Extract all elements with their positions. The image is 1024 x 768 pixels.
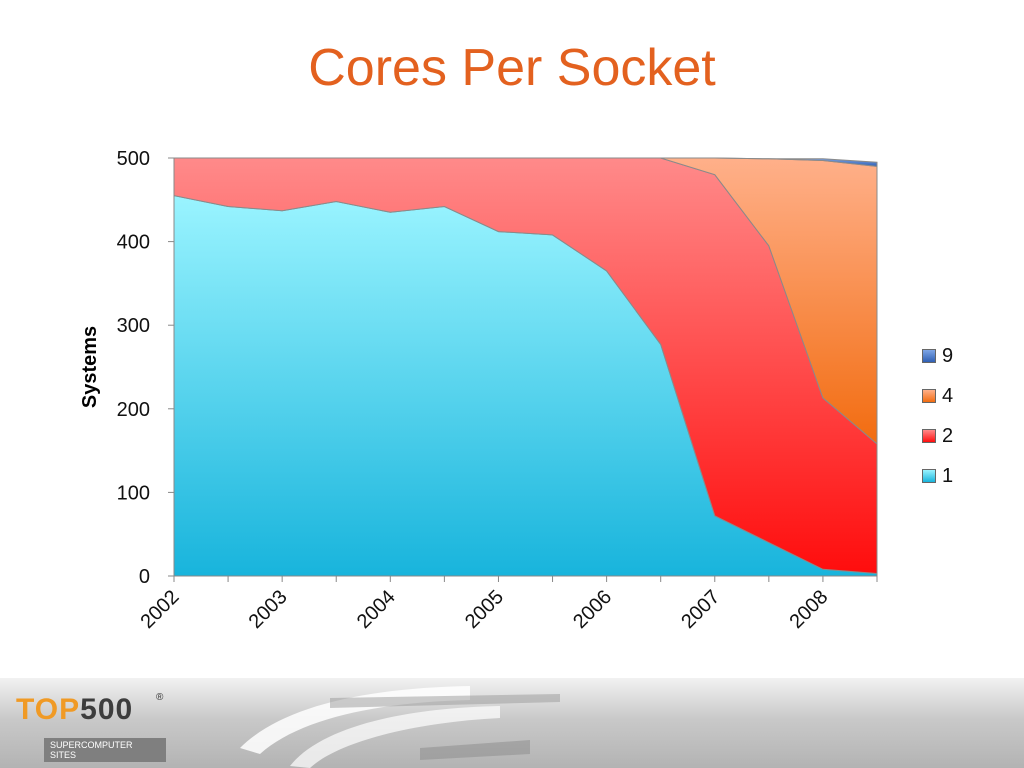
legend-item-1: 1 — [922, 456, 953, 496]
legend-swatch-9 — [922, 349, 936, 363]
y-tick-label: 100 — [117, 482, 150, 504]
legend-item-4: 4 — [922, 376, 953, 416]
legend: 9 4 2 1 — [922, 336, 953, 496]
logo-subtitle: SUPERCOMPUTER SITES — [44, 738, 166, 762]
footer-banner: TOP500 ® SUPERCOMPUTER SITES — [0, 678, 1024, 768]
logo-top-text: TOP — [16, 693, 81, 726]
x-tick-label: 2003 — [245, 586, 292, 633]
x-tick-label: 2007 — [677, 586, 724, 633]
chart: 0 100 200 300 400 500 2002 2003 2004 2005 2006 2007… — [79, 148, 878, 633]
x-tick-label: 2002 — [137, 586, 184, 633]
legend-label-1: 1 — [942, 464, 954, 487]
logo-500-text: 500 — [80, 693, 134, 726]
y-tick-label: 400 — [117, 232, 150, 254]
y-tick-label: 500 — [117, 148, 150, 170]
area-series-group — [173, 157, 878, 577]
slide-title: Cores Per Socket — [308, 39, 716, 97]
x-tick-label: 2006 — [569, 586, 616, 633]
legend-swatch-1 — [922, 469, 936, 483]
y-axis-label: Systems — [79, 326, 101, 408]
legend-label-2: 2 — [942, 424, 954, 447]
x-tick-label: 2004 — [353, 586, 400, 633]
area-series-9 — [174, 157, 878, 167]
x-tick-label: 2005 — [461, 586, 508, 633]
y-tick-label: 0 — [139, 566, 150, 588]
logo-registered-mark: ® — [156, 692, 164, 703]
legend-item-9: 9 — [922, 336, 953, 376]
x-tick-label: 2008 — [785, 586, 832, 633]
footer-swoosh-graphic — [240, 686, 560, 768]
legend-label-9: 9 — [942, 344, 954, 367]
y-tick-label: 200 — [117, 399, 150, 421]
y-tick-label: 300 — [117, 315, 150, 337]
top500-logo: TOP500 ® SUPERCOMPUTER SITES — [16, 692, 166, 762]
legend-label-4: 4 — [942, 384, 954, 407]
legend-swatch-4 — [922, 389, 936, 403]
legend-swatch-2 — [922, 429, 936, 443]
legend-item-2: 2 — [922, 416, 953, 456]
